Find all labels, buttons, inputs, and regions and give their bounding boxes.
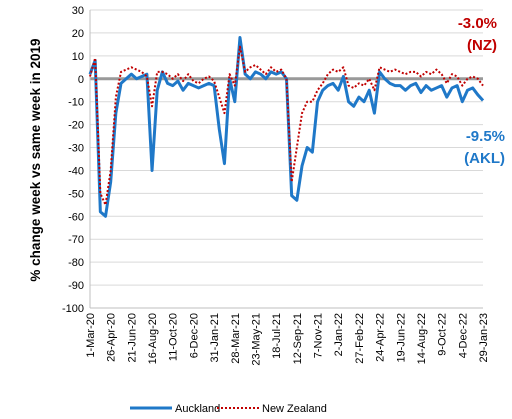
x-tick-label: 14-Aug-22 bbox=[416, 313, 428, 364]
y-tick-label: -50 bbox=[68, 188, 84, 200]
y-tick-label: -70 bbox=[68, 234, 84, 246]
x-tick-label: 26-Apr-20 bbox=[106, 313, 118, 362]
y-tick-label: -20 bbox=[68, 120, 84, 132]
x-tick-label: 18-Jul-21 bbox=[271, 313, 283, 359]
x-tick-label: 1-Mar-20 bbox=[85, 313, 97, 358]
y-axis-label: % change week vs same week in 2019 bbox=[28, 38, 43, 281]
legend-label: Auckland bbox=[175, 403, 220, 415]
y-tick-label: -80 bbox=[68, 257, 84, 269]
y-tick-label: -60 bbox=[68, 211, 84, 223]
series-line bbox=[88, 36, 485, 218]
annotation: (NZ) bbox=[467, 37, 497, 54]
x-tick-label: 11-Oct-20 bbox=[168, 313, 180, 361]
y-tick-label: 10 bbox=[72, 51, 84, 63]
x-tick-label: 7-Nov-21 bbox=[313, 313, 325, 358]
x-tick-label: 31-Jan-21 bbox=[209, 313, 221, 363]
x-tick-label: 6-Dec-20 bbox=[188, 313, 200, 358]
y-tick-label: -90 bbox=[68, 280, 84, 292]
x-tick-label: 28-Mar-21 bbox=[230, 313, 242, 364]
x-tick-label: 23-May-21 bbox=[250, 313, 262, 366]
y-tick-label: -30 bbox=[68, 143, 84, 155]
annotation: (AKL) bbox=[464, 150, 505, 167]
y-tick-label: -10 bbox=[68, 97, 84, 109]
x-tick-label: 9-Oct-22 bbox=[437, 313, 449, 356]
x-tick-label: 29-Jan-23 bbox=[478, 313, 490, 363]
y-tick-label: -100 bbox=[62, 303, 84, 315]
x-tick-label: 19-Jun-22 bbox=[395, 313, 407, 363]
x-tick-label: 24-Apr-22 bbox=[375, 313, 387, 362]
y-tick-label: 20 bbox=[72, 28, 84, 40]
annotation: -9.5% bbox=[466, 128, 505, 145]
x-tick-label: 12-Sep-21 bbox=[292, 313, 304, 364]
x-tick-label: 21-Jun-20 bbox=[126, 313, 138, 363]
annotation: -3.0% bbox=[458, 15, 497, 32]
x-tick-label: 4-Dec-22 bbox=[457, 313, 469, 358]
series-line bbox=[89, 45, 484, 206]
x-tick-label: 16-Aug-20 bbox=[147, 313, 159, 364]
x-tick-label: 27-Feb-22 bbox=[354, 313, 366, 364]
legend-label: New Zealand bbox=[262, 403, 327, 415]
x-tick-label: 2-Jan-22 bbox=[333, 313, 345, 356]
y-tick-label: -40 bbox=[68, 165, 84, 177]
y-tick-label: 30 bbox=[72, 5, 84, 17]
y-tick-label: 0 bbox=[78, 74, 84, 86]
